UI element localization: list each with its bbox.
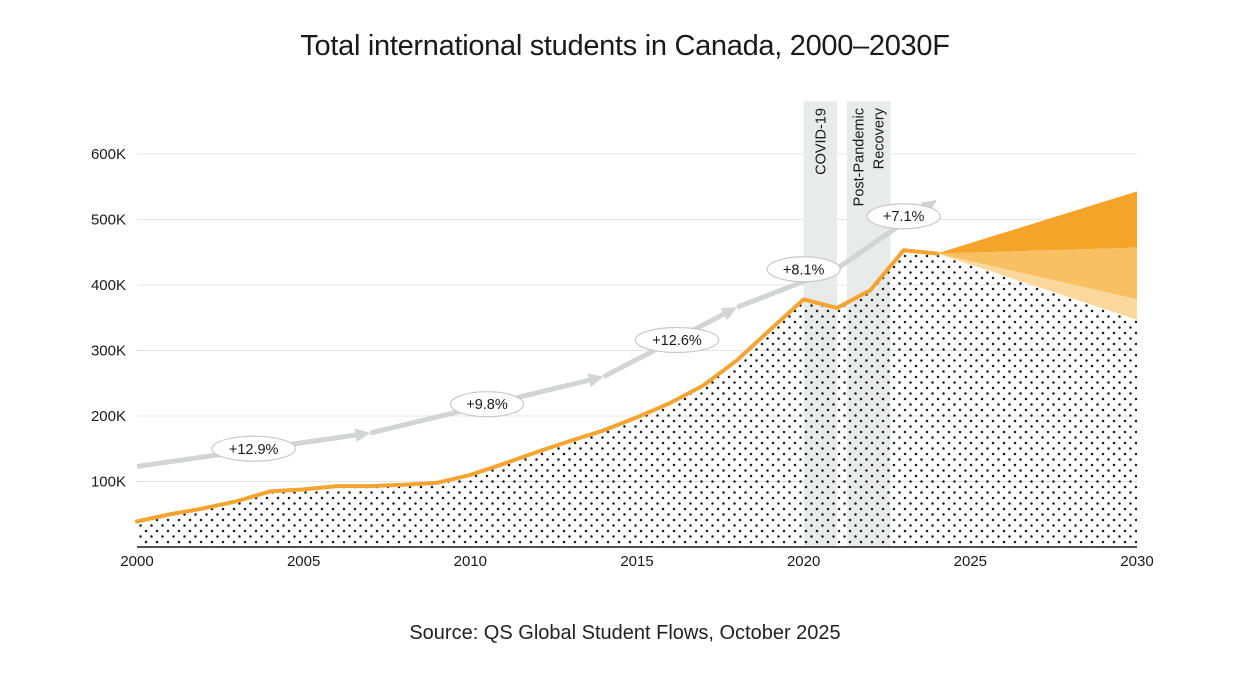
trend-arrow-head — [720, 307, 737, 321]
data-point — [469, 474, 472, 476]
data-point — [402, 483, 405, 486]
data-point — [502, 463, 505, 465]
annotation-label: Post-Pandemic — [852, 108, 868, 206]
data-point — [436, 482, 438, 484]
y-tick-label: 400K — [91, 277, 126, 294]
chart-source: Source: QS Global Student Flows, October… — [409, 622, 841, 644]
trend-label-bubble — [766, 256, 841, 283]
x-tick-label: 2000 — [120, 553, 153, 570]
x-tick-label: 2005 — [287, 553, 320, 570]
y-tick-label: 500K — [91, 212, 126, 229]
forecast-band-low — [937, 253, 1137, 320]
chart-plot: +12.9% +9.8% +12.6% +8.1% +7.1% COVID-19 Post-… — [91, 101, 1154, 570]
annotation-label: Recovery — [872, 107, 888, 169]
y-tick-label: 100K — [91, 474, 126, 491]
trend-label: +9.8% — [466, 397, 508, 413]
trend-label-bubble — [866, 203, 941, 230]
data-point — [736, 359, 738, 362]
y-tick-label: 200K — [91, 408, 126, 425]
data-point — [869, 289, 872, 292]
y-tick-label: 600K — [91, 146, 126, 163]
chart-title: Total international students in Canada, … — [300, 30, 950, 62]
data-point — [169, 513, 172, 516]
x-tick-label: 2030 — [1120, 553, 1153, 570]
trend-label: +12.6% — [652, 333, 702, 349]
data-point — [836, 307, 838, 309]
trend-label-bubble — [449, 391, 525, 418]
trend-arrow-head — [587, 373, 604, 388]
data-point — [236, 500, 238, 502]
data-point — [902, 249, 905, 252]
trend-label: +8.1% — [783, 262, 825, 278]
forecast-band-high — [937, 191, 1137, 254]
data-point — [636, 416, 638, 419]
forecast-band-mid — [937, 247, 1137, 300]
data-point — [336, 485, 338, 487]
data-point — [802, 298, 805, 301]
data-point — [302, 488, 305, 491]
data-point — [202, 507, 205, 510]
x-tick-label: 2025 — [954, 553, 987, 570]
data-point — [602, 429, 605, 432]
data-point — [669, 402, 672, 404]
annotation-label: COVID-19 — [813, 108, 829, 175]
trend-label-bubble — [634, 326, 720, 354]
data-point — [369, 485, 372, 487]
trend-label: +12.9% — [229, 442, 279, 458]
x-tick-label: 2020 — [787, 553, 820, 570]
data-point — [769, 328, 772, 331]
data-point — [269, 490, 272, 493]
data-point — [936, 252, 938, 255]
x-tick-label: 2010 — [454, 553, 487, 570]
y-tick-label: 300K — [91, 343, 126, 360]
trend-arrow-head — [354, 428, 371, 443]
data-point — [536, 451, 538, 453]
data-point — [702, 384, 705, 387]
data-point — [569, 440, 572, 442]
data-point — [136, 520, 138, 523]
trend-label: +7.1% — [883, 209, 925, 225]
x-tick-label: 2015 — [620, 553, 653, 570]
trend-label-bubble — [211, 435, 297, 462]
dotted-area — [137, 250, 1137, 547]
